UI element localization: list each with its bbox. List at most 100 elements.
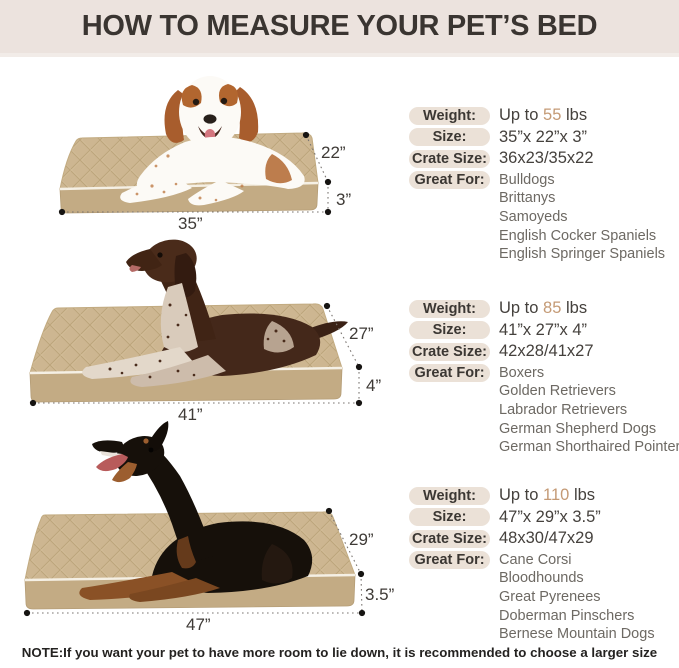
breed-row: German Shorthaired Pointers (409, 438, 679, 457)
breed-row: Doberman Pinschers (409, 606, 675, 625)
crate-size-label-pill: Crate Size: (409, 149, 490, 168)
dog-hind-leg (261, 544, 293, 584)
dog-ear (148, 421, 169, 452)
size-label-pill: Size: (409, 128, 490, 146)
breed-row: English Cocker Spaniels (409, 226, 675, 245)
dog-nose (203, 114, 217, 124)
depth-label: 22” (321, 143, 346, 162)
breed-item: Bulldogs (499, 171, 555, 188)
spec-panel-small: Weight: Up to 55 lbs Size: 35”x 22”x 3” … (409, 106, 675, 263)
crate-size-label-pill: Crate Size: (409, 342, 490, 361)
breed-row: Bloodhounds (409, 569, 675, 588)
breed-row: Great Pyrenees (409, 588, 675, 607)
breed-item: Labrador Retrievers (499, 401, 628, 418)
size-value: 47”x 29”x 3.5” (499, 507, 601, 526)
width-label: 47” (186, 615, 211, 634)
spec-panel-large: Weight: Up to 110 lbs Size: 47”x 29”x 3.… (409, 486, 675, 643)
dog-brow-spot (143, 438, 149, 444)
dog-ear-right (234, 87, 259, 142)
dog-front-leg-right (129, 578, 220, 602)
dog-mouth (198, 126, 222, 139)
great-for-row: Great For: Bulldogs (409, 170, 675, 190)
breed-item: Samoyeds (499, 208, 568, 225)
dog-speckles (135, 154, 244, 202)
breed-item: Doberman Pinschers (499, 607, 635, 624)
weight-label-pill: Weight: (409, 299, 490, 318)
width-label: 41” (178, 405, 203, 424)
weight-number: 85 (543, 299, 562, 317)
bottom-note: NOTE:If you want your pet to have more r… (21, 645, 658, 660)
weight-value: Up to 55 lbs (499, 106, 588, 124)
dog-eye-left (192, 98, 200, 106)
weight-value: Up to 85 lbs (499, 299, 588, 317)
dog-eye-right (220, 97, 228, 105)
breed-item: Bernese Mountain Dogs (499, 626, 655, 643)
weight-row: Weight: Up to 110 lbs (409, 486, 675, 505)
dog-german-shorthaired-pointer (82, 239, 348, 387)
dog-tongue (96, 454, 128, 472)
height-label: 3” (336, 190, 351, 209)
breed-item: Brittanys (499, 190, 556, 207)
great-for-label-pill: Great For: (409, 363, 490, 382)
size-row: Size: 41”x 27”x 4” (409, 321, 675, 340)
breed-item: English Springer Spaniels (499, 246, 666, 263)
crate-size-value: 42x28/41x27 (499, 342, 594, 360)
bed-illustration-small: 22” 3” 35” (58, 76, 351, 233)
dog-speckles (108, 303, 286, 379)
bed-scene-medium: 27” 4” 41” (10, 225, 410, 425)
dog-brittany-spaniel (120, 76, 305, 206)
depth-label: 27” (349, 324, 374, 343)
depth-measure-line (326, 305, 360, 368)
breed-item: Boxers (499, 364, 545, 381)
great-for-row: Great For: Cane Corsi (409, 550, 675, 570)
weight-label-pill: Weight: (409, 486, 490, 505)
dog-neck (138, 442, 214, 564)
bed-scene-large: 29” 3.5” 47” (10, 420, 410, 640)
size-row: Size: 35”x 22”x 3” (409, 128, 675, 147)
weight-number: 110 (543, 486, 570, 504)
breed-item: Bloodhounds (499, 570, 584, 587)
breed-item: Great Pyrenees (499, 588, 601, 605)
dog-chest-ticking (160, 283, 198, 352)
width-label: 35” (178, 214, 203, 232)
bed-scene-small: 22” 3” 35” (20, 60, 420, 233)
weight-row: Weight: Up to 55 lbs (409, 106, 675, 125)
great-for-row: Great For: Boxers (409, 363, 675, 383)
dog-chest-mark (176, 536, 196, 569)
great-for-label-pill: Great For: (409, 170, 490, 189)
dog-mouth (129, 265, 141, 272)
crate-size-value: 48x30/47x29 (499, 529, 594, 547)
weight-value: Up to 110 lbs (499, 486, 596, 504)
height-measure-line (360, 573, 363, 614)
measurement-annotations: 22” 3” 35” (58, 131, 351, 233)
crate-size-row: Crate Size: 48x30/47x29 (409, 529, 675, 548)
breed-row: Brittanys (409, 189, 675, 208)
weight-label-pill: Weight: (409, 106, 490, 125)
measurement-annotations: 29” 3.5” 47” (23, 507, 395, 634)
dog-doberman-pinscher (79, 421, 313, 602)
weight-number: 55 (543, 106, 562, 124)
dog-shoulder-patch (265, 154, 292, 184)
height-label: 3.5” (365, 585, 395, 604)
dog-eye (148, 447, 154, 453)
breed-row: Labrador Retrievers (409, 401, 675, 420)
size-value: 35”x 22”x 3” (499, 127, 588, 146)
weight-row: Weight: Up to 85 lbs (409, 299, 675, 318)
spec-panel-medium: Weight: Up to 85 lbs Size: 41”x 27”x 4” … (409, 299, 679, 457)
breed-row: Samoyeds (409, 208, 675, 227)
dog-front-leg-left (120, 172, 192, 203)
dog-hip-ticking (263, 321, 294, 353)
page-title: HOW TO MEASURE YOUR PET’S BED (81, 10, 598, 42)
breed-item: German Shorthaired Pointers (499, 439, 679, 456)
height-label: 4” (366, 376, 381, 395)
size-row: Size: 47”x 29”x 3.5” (409, 508, 675, 527)
dog-muzzle (126, 249, 162, 271)
dog-eye (157, 252, 163, 258)
dog-jaw (112, 462, 137, 483)
great-for-label-pill: Great For: (409, 550, 490, 569)
crate-size-row: Crate Size: 42x28/41x27 (409, 342, 675, 361)
depth-measure-line (305, 134, 329, 183)
breed-item: English Cocker Spaniels (499, 227, 657, 244)
crate-size-row: Crate Size: 36x23/35x22 (409, 149, 675, 168)
crate-size-label-pill: Crate Size: (409, 529, 490, 548)
